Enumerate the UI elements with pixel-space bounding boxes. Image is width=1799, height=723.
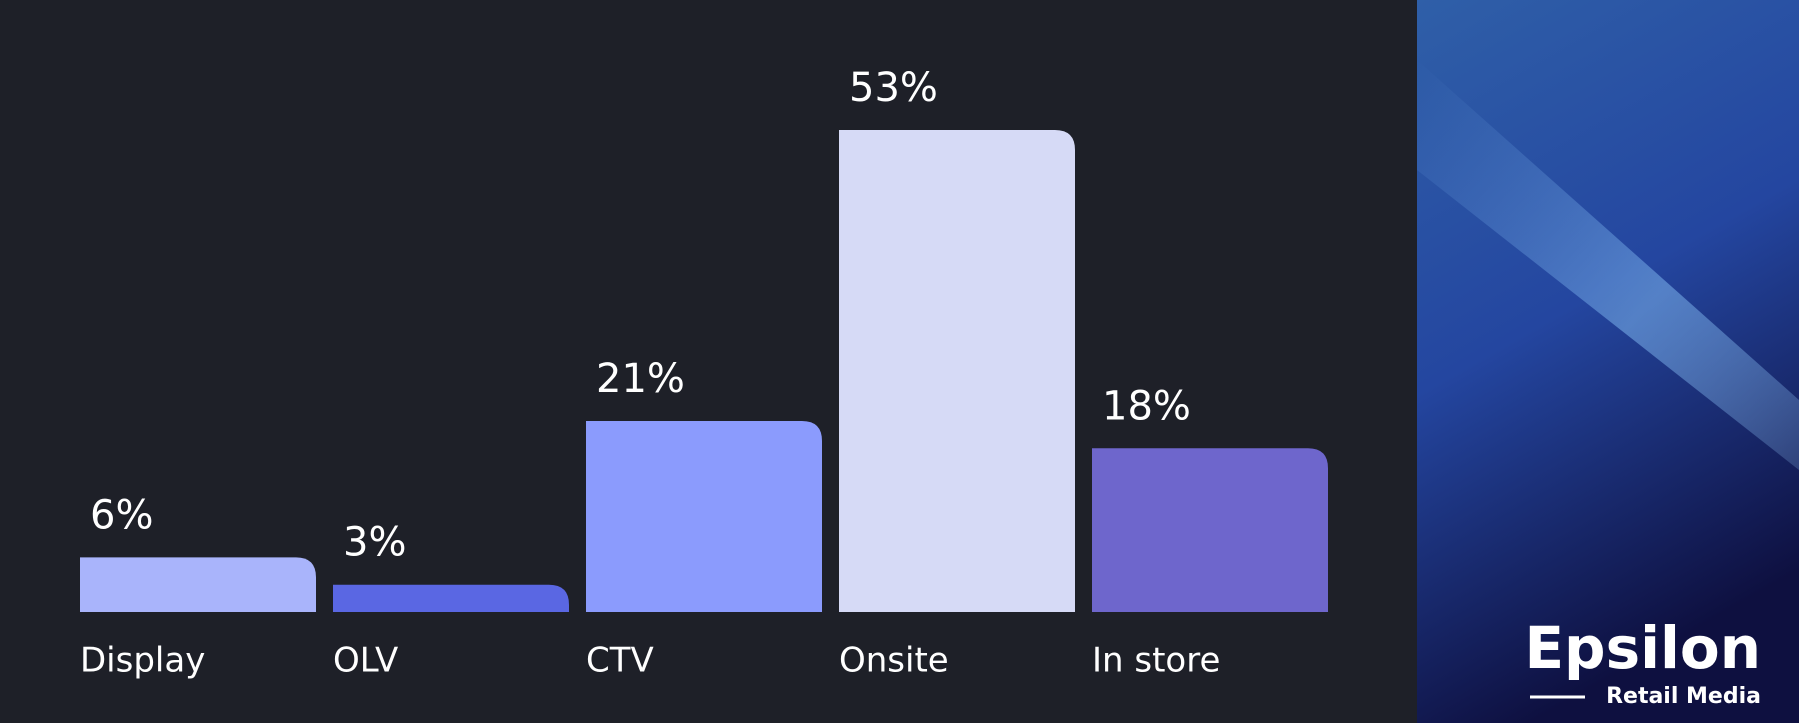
value-label: 18%	[1102, 383, 1191, 429]
bar	[1092, 448, 1328, 612]
value-label: 21%	[596, 356, 685, 402]
category-label: Display	[80, 641, 205, 681]
category-label: OLV	[333, 641, 398, 681]
logo-name: Epsilon	[1524, 614, 1761, 682]
category-label: In store	[1092, 641, 1220, 681]
light-streak	[1417, 60, 1799, 470]
category-label: CTV	[586, 641, 654, 681]
logo-tagline: Retail Media	[1606, 684, 1761, 709]
value-label: 53%	[849, 65, 938, 111]
chart-background	[0, 0, 1417, 723]
bar	[333, 584, 569, 612]
bar	[839, 130, 1075, 612]
category-label: Onsite	[839, 641, 949, 681]
bar	[80, 557, 316, 612]
bars: 6% Display 3% OLV 21% CTV 53% Onsite 18% In store	[80, 65, 1328, 681]
value-label: 3%	[343, 520, 406, 566]
value-label: 6%	[90, 492, 153, 538]
bar	[586, 421, 822, 612]
